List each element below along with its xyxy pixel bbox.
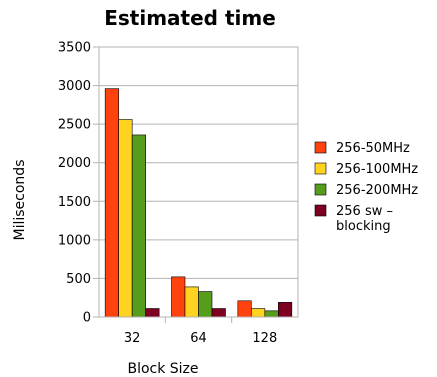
bar	[118, 119, 133, 318]
bar	[237, 300, 252, 318]
bars	[104, 88, 293, 318]
y-tick-label: 2500	[58, 118, 91, 133]
x-tick-label: 128	[252, 331, 277, 346]
bar	[171, 276, 186, 318]
x-tick-labels: 32 64 128	[124, 317, 277, 346]
chart-title: Estimated time	[104, 6, 276, 30]
bar	[211, 308, 226, 318]
y-tick-label: 1500	[58, 195, 91, 210]
bar	[145, 308, 160, 318]
bar	[184, 286, 199, 318]
x-tick-label: 32	[124, 331, 141, 346]
bar	[251, 308, 266, 318]
y-tick-label: 500	[66, 272, 91, 287]
y-tick-label: 2000	[58, 156, 91, 171]
x-axis-label: Block Size	[127, 361, 198, 377]
bar	[198, 291, 213, 318]
x-tick-label: 64	[190, 331, 207, 346]
legend-label: 256-100MHz	[336, 162, 418, 177]
bar	[264, 310, 279, 318]
legend-label: 256-50MHz	[336, 141, 410, 156]
legend-swatch	[314, 162, 327, 175]
y-tick-label: 0	[83, 311, 91, 326]
bar	[104, 88, 119, 318]
y-tick-label: 3500	[58, 41, 91, 56]
legend-label: 256 sw – blocking	[336, 204, 393, 234]
y-tick-label: 3000	[58, 79, 91, 94]
legend-swatch	[314, 204, 327, 217]
legend: 256-50MHz 256-100MHz 256-200MHz 256 sw – blo…	[314, 141, 418, 234]
y-tick-label: 1000	[58, 233, 91, 248]
y-tick-labels: 0 500 1000 1500 2000 2500 3000 3500	[58, 41, 91, 326]
y-axis-label: Miliseconds	[12, 160, 28, 241]
plot-area-frame	[98, 46, 299, 318]
legend-swatch	[314, 183, 327, 196]
bar	[131, 134, 146, 318]
bar	[278, 302, 293, 318]
legend-label: 256-200MHz	[336, 183, 418, 198]
legend-swatch	[314, 141, 327, 154]
